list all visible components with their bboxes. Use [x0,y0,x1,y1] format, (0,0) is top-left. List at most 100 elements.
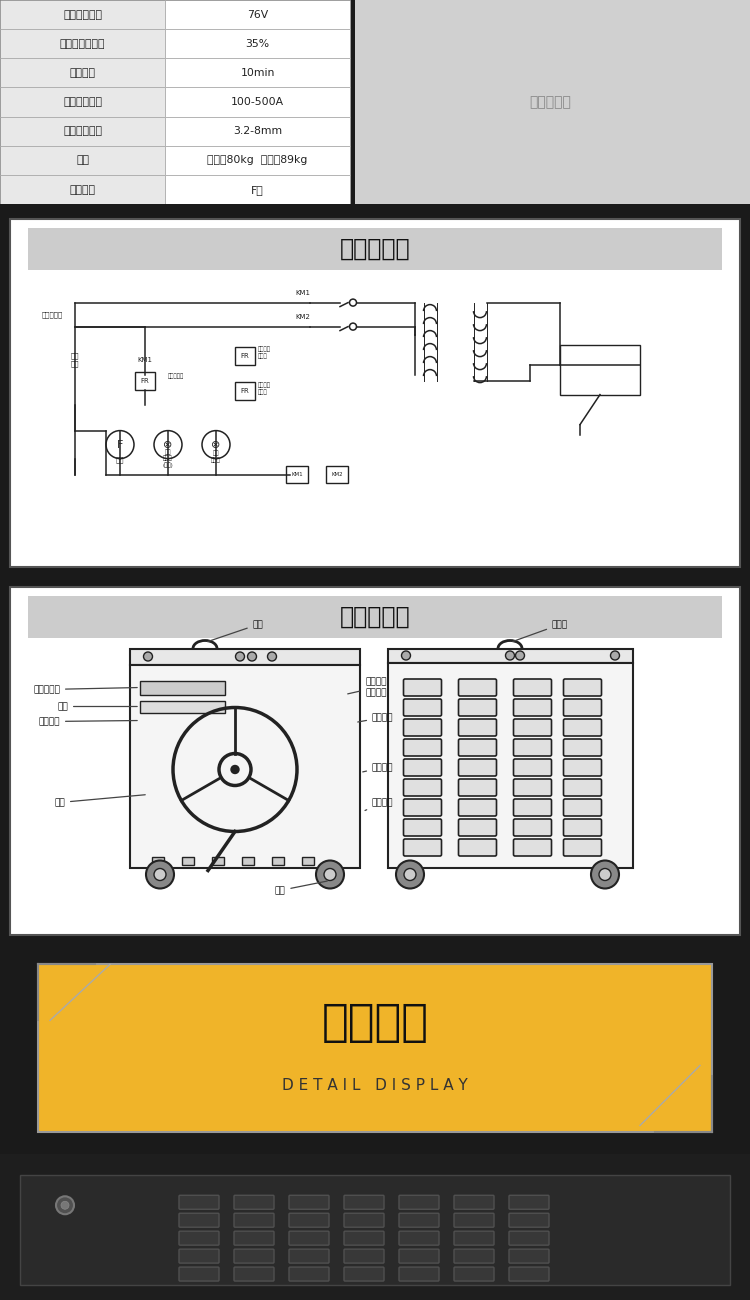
Text: 电源指示灯: 电源指示灯 [33,685,137,694]
FancyBboxPatch shape [404,779,442,796]
Text: 绝缘等级: 绝缘等级 [70,185,95,195]
FancyBboxPatch shape [165,146,350,176]
FancyBboxPatch shape [344,1213,384,1227]
FancyBboxPatch shape [514,679,551,696]
Text: 贴子副绕
绕组上: 贴子副绕 绕组上 [258,382,271,395]
FancyBboxPatch shape [454,1268,494,1280]
Text: 电流刻度: 电流刻度 [38,718,137,725]
FancyBboxPatch shape [355,0,750,204]
FancyBboxPatch shape [28,227,722,269]
FancyBboxPatch shape [509,1195,549,1209]
FancyBboxPatch shape [458,819,497,836]
FancyBboxPatch shape [165,87,350,117]
FancyBboxPatch shape [234,1249,274,1264]
FancyBboxPatch shape [0,29,165,58]
Circle shape [248,653,256,660]
FancyBboxPatch shape [326,465,348,482]
FancyBboxPatch shape [0,58,165,87]
Text: 保护
指示灯
(复位): 保护 指示灯 (复位) [163,448,173,468]
FancyBboxPatch shape [454,1195,494,1209]
Text: 重量: 重量 [76,156,89,165]
FancyBboxPatch shape [242,857,254,864]
Circle shape [591,861,619,888]
FancyBboxPatch shape [165,29,350,58]
FancyBboxPatch shape [179,1195,219,1209]
FancyBboxPatch shape [179,1213,219,1227]
FancyBboxPatch shape [514,779,551,796]
Text: FR: FR [141,377,149,384]
Circle shape [146,861,174,888]
FancyBboxPatch shape [458,800,497,816]
FancyBboxPatch shape [458,719,497,736]
FancyBboxPatch shape [289,1213,329,1227]
FancyBboxPatch shape [234,1213,274,1227]
FancyBboxPatch shape [0,146,165,176]
FancyBboxPatch shape [0,117,165,146]
FancyBboxPatch shape [10,218,740,567]
FancyBboxPatch shape [563,819,602,836]
FancyBboxPatch shape [563,719,602,736]
FancyBboxPatch shape [563,800,602,816]
Text: KM2: KM2 [295,313,310,320]
Circle shape [515,651,524,660]
FancyBboxPatch shape [289,1249,329,1264]
Circle shape [268,653,277,660]
FancyBboxPatch shape [20,1175,730,1284]
FancyBboxPatch shape [514,800,551,816]
FancyBboxPatch shape [454,1249,494,1264]
FancyBboxPatch shape [454,1213,494,1227]
Text: D E T A I L   D I S P L A Y: D E T A I L D I S P L A Y [282,1078,468,1093]
FancyBboxPatch shape [399,1195,439,1209]
Text: 电流调节范围: 电流调节范围 [63,98,102,107]
FancyBboxPatch shape [234,1231,274,1245]
FancyBboxPatch shape [235,347,255,364]
FancyBboxPatch shape [458,699,497,716]
Text: 电源开关: 电源开关 [358,712,394,722]
Text: 普通款80kg  国标款89kg: 普通款80kg 国标款89kg [207,156,308,165]
FancyBboxPatch shape [28,595,722,637]
FancyBboxPatch shape [458,679,497,696]
FancyBboxPatch shape [560,344,640,395]
FancyBboxPatch shape [404,679,442,696]
FancyBboxPatch shape [234,1268,274,1280]
Circle shape [506,651,515,660]
Circle shape [324,868,336,880]
FancyBboxPatch shape [509,1231,549,1245]
Circle shape [143,653,152,660]
FancyBboxPatch shape [165,117,350,146]
Text: KM1: KM1 [137,356,152,363]
FancyBboxPatch shape [272,857,284,864]
FancyBboxPatch shape [563,779,602,796]
Text: 贴子炉膜
绕组上: 贴子炉膜 绕组上 [258,347,271,359]
FancyBboxPatch shape [404,719,442,736]
Circle shape [231,766,239,773]
Text: 产品结构图: 产品结构图 [340,604,410,628]
Circle shape [404,868,416,880]
FancyBboxPatch shape [404,819,442,836]
FancyBboxPatch shape [10,586,740,935]
FancyBboxPatch shape [458,838,497,855]
Text: 工作周期: 工作周期 [70,68,95,78]
FancyBboxPatch shape [563,759,602,776]
Text: 线路原理图: 线路原理图 [340,237,410,260]
FancyBboxPatch shape [289,1195,329,1209]
FancyBboxPatch shape [344,1268,384,1280]
FancyBboxPatch shape [399,1249,439,1264]
FancyBboxPatch shape [509,1249,549,1264]
Text: 3.2-8mm: 3.2-8mm [233,126,282,136]
Circle shape [396,861,424,888]
FancyBboxPatch shape [388,649,633,663]
Text: F: F [117,439,123,450]
Text: 额定空载电压: 额定空载电压 [63,9,102,20]
FancyBboxPatch shape [514,738,551,757]
Text: 电源
指示灯: 电源 指示灯 [211,451,220,463]
FancyBboxPatch shape [399,1268,439,1280]
FancyBboxPatch shape [0,0,165,29]
FancyBboxPatch shape [563,838,602,855]
FancyBboxPatch shape [404,838,442,855]
Text: 电源输入: 电源输入 [365,798,394,810]
FancyBboxPatch shape [514,699,551,716]
FancyBboxPatch shape [514,719,551,736]
FancyBboxPatch shape [399,1231,439,1245]
Text: 接输入端子: 接输入端子 [41,311,62,318]
